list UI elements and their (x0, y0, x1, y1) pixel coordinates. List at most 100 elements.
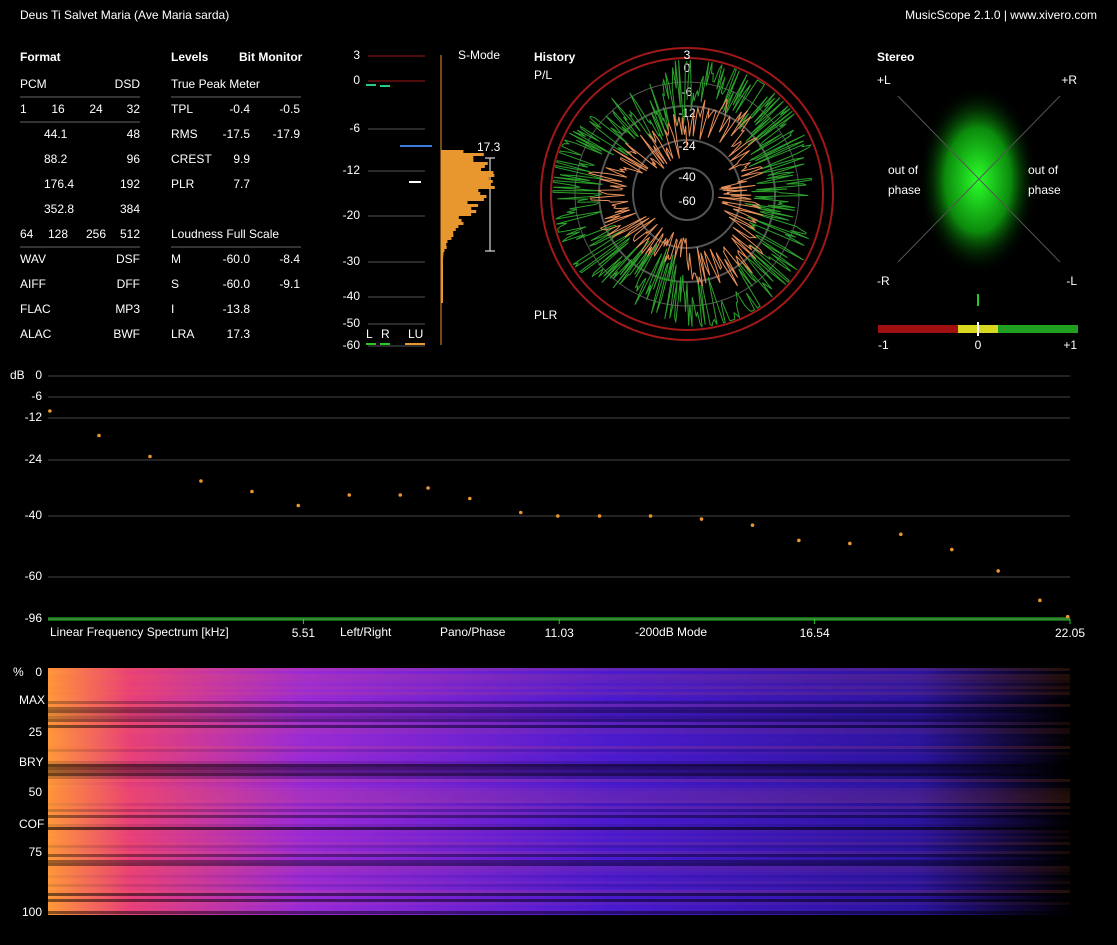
format-option: 352.8 (44, 202, 74, 216)
spectrogram-row (48, 683, 1070, 686)
spectrogram-row (48, 794, 1070, 797)
format-option: 128 (48, 227, 68, 241)
stereo-corner: +R (1061, 73, 1077, 87)
spectrogram-row (48, 749, 1070, 752)
spectrogram-row (48, 737, 1070, 740)
mode-button[interactable]: Left/Right (340, 625, 392, 639)
y-tick-label: -24 (25, 452, 43, 466)
format-option: 48 (127, 127, 141, 141)
spectrum-point (296, 503, 301, 508)
ring-label: -40 (678, 170, 696, 184)
lra-label: 17.3 (477, 140, 501, 154)
meter-scale-label: 3 (353, 48, 360, 62)
spectrogram-row (48, 845, 1070, 848)
loudness-histogram (441, 150, 495, 303)
spectrogram-row (48, 905, 1070, 908)
y-tick-label: 25 (29, 725, 43, 739)
spectrogram-row (48, 872, 1070, 875)
spectrogram-row (48, 746, 1070, 749)
meter-label: RMS (171, 127, 198, 141)
section-title: Format (20, 50, 61, 64)
format-option: 192 (120, 177, 140, 191)
ring-label: -60 (678, 194, 696, 208)
mode-button[interactable]: -200dB Mode (635, 625, 707, 639)
meter-value: -17.5 (223, 127, 251, 141)
subsection-title: Loudness Full Scale (171, 227, 279, 241)
format-option: 88.2 (44, 152, 68, 166)
format-option: WAV (20, 252, 46, 266)
format-option: BWF (113, 327, 140, 341)
section-title: History (534, 50, 576, 64)
spectrum-point (347, 493, 352, 497)
spectrum-point (250, 489, 254, 494)
meter-label: PLR (171, 177, 195, 191)
spectrogram-row (48, 692, 1070, 695)
y-tick-label: -40 (25, 508, 43, 522)
ring-label: 3 (684, 48, 691, 62)
mode-button[interactable]: Pano/Phase (440, 625, 506, 639)
spectrogram-row (48, 782, 1070, 785)
format-option: 64 (20, 227, 34, 241)
spectrum-point (597, 514, 602, 518)
format-option: 16 (51, 102, 65, 116)
spectrogram-row (48, 752, 1070, 755)
x-tick-label: 5.51 (292, 626, 316, 640)
app-name: MusicScope 2.1.0 | www.xivero.com (905, 8, 1097, 22)
spectrogram-row (48, 773, 1070, 776)
spectrogram-row (48, 806, 1070, 809)
spectrogram-row (48, 815, 1070, 818)
phase-label: out of (888, 163, 919, 177)
format-option: 96 (127, 152, 141, 166)
spectrogram-row (48, 758, 1070, 761)
section-title: Bit Monitor (239, 50, 303, 64)
meter-legend: L (366, 327, 373, 341)
spectrum-point (996, 569, 1000, 573)
spectrum-point (97, 433, 101, 438)
spectrogram-marker: MAX (19, 693, 45, 707)
spectrogram-row (48, 713, 1070, 716)
format-option: DFF (117, 277, 140, 291)
meter-value: -8.4 (279, 252, 300, 266)
spectrum-point (148, 454, 152, 459)
spectrogram-row (48, 716, 1070, 719)
meter-scale-label: -40 (343, 289, 361, 303)
meter-legend: LU (408, 327, 423, 341)
spectrogram-row (48, 740, 1070, 743)
y-tick-label: -6 (31, 389, 42, 403)
format-option: 32 (127, 102, 141, 116)
spectrogram-row (48, 686, 1070, 689)
spectrogram-row (48, 899, 1070, 902)
spectrogram-row (48, 770, 1070, 773)
window-title: Deus Ti Salvet Maria (Ave Maria sarda) (20, 8, 229, 22)
y-tick-label: 0 (35, 368, 42, 382)
spectrogram-row (48, 797, 1070, 800)
spectrum-point (199, 479, 203, 483)
y-tick-label: 0 (35, 665, 42, 679)
stereo-corner: -L (1066, 274, 1077, 288)
correlation-label: +1 (1063, 338, 1077, 352)
spectrogram-row (48, 860, 1070, 863)
spectrogram-row (48, 671, 1070, 674)
meter-value: -17.9 (273, 127, 301, 141)
y-tick-label: -96 (25, 611, 43, 625)
spectrogram-row (48, 830, 1070, 833)
correlation-label: -1 (878, 338, 889, 352)
spectrogram-marker: COF (19, 817, 44, 831)
axis-unit: % (13, 665, 24, 679)
x-tick-label: 11.03 (545, 626, 574, 640)
spectrogram-row (48, 710, 1070, 713)
spectrogram-row (48, 776, 1070, 779)
meter-label: CREST (171, 152, 212, 166)
spectrum-point (699, 517, 704, 521)
meter-value: -0.5 (279, 102, 300, 116)
y-tick-label: 100 (22, 905, 42, 919)
section-title: Levels (171, 50, 209, 64)
ring-label: 0 (684, 61, 691, 75)
spectrogram-row (48, 767, 1070, 770)
spectrum-point (1038, 598, 1042, 603)
spectrogram-row (48, 761, 1070, 764)
format-option: 1 (20, 102, 27, 116)
spectrum-point (48, 409, 52, 413)
